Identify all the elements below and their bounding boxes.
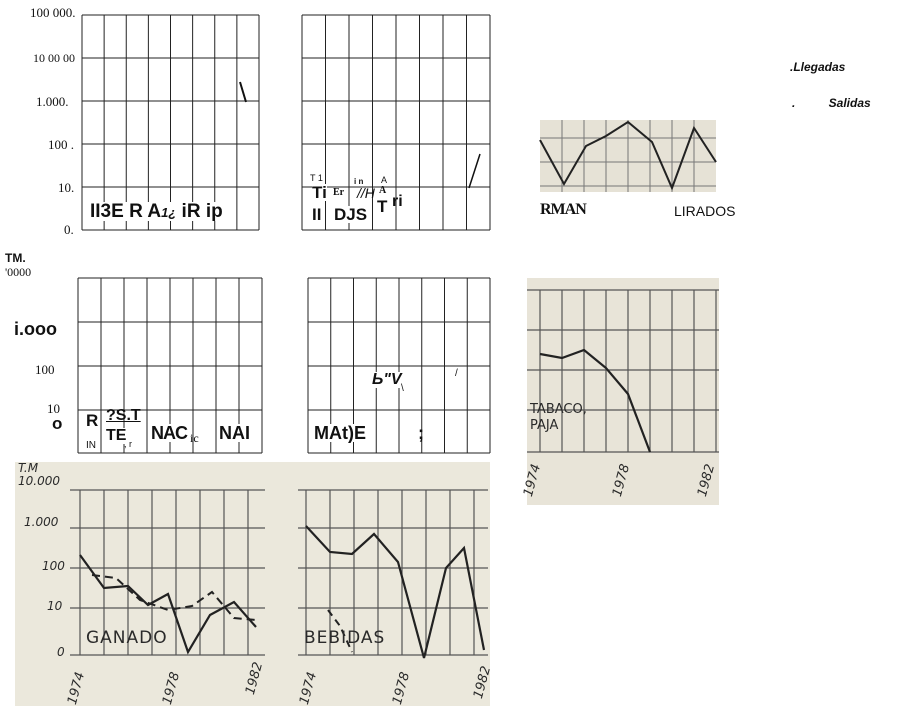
y-label: 1.000.	[36, 94, 69, 109]
photo-line	[539, 348, 652, 453]
y-label: 1.000	[24, 515, 59, 529]
caption: NAC	[151, 423, 188, 443]
caption: NAI	[219, 423, 250, 443]
y-label: 0	[57, 645, 65, 659]
y-label: TM.	[5, 251, 26, 265]
y-label: o	[52, 414, 63, 433]
caption-part: II3E R A	[90, 201, 162, 222]
y-label: 100	[35, 362, 55, 377]
y-label: 100	[42, 559, 65, 573]
caption: i n	[354, 177, 364, 186]
caption: ;	[418, 423, 424, 443]
y-label: 10	[47, 401, 60, 416]
caption: A	[381, 175, 388, 185]
photo-label: GANADO	[86, 628, 168, 648]
caption-part: 1¿	[161, 205, 177, 220]
y-label: 100 .	[48, 137, 74, 152]
caption: II	[312, 205, 322, 224]
photo	[15, 462, 490, 706]
y-label: 10	[47, 599, 63, 613]
caption: MAt)E	[314, 423, 366, 443]
photo-grid	[70, 489, 488, 656]
stroke	[468, 153, 481, 189]
caption: \	[401, 383, 404, 394]
caption: T 1	[310, 173, 323, 183]
caption-part: iR ip	[181, 201, 223, 222]
caption: T	[377, 197, 388, 216]
caption: DJS	[334, 205, 368, 224]
y-label: 100 000.	[30, 5, 76, 20]
caption: //H	[357, 185, 375, 201]
caption: , r	[124, 439, 132, 449]
caption: Ь"V	[372, 371, 402, 388]
photo-line	[79, 554, 257, 655]
photo-line	[91, 574, 257, 621]
legend-item: . Salidas	[792, 96, 871, 110]
grid-panels	[77, 14, 491, 454]
y-label: 10 00 00	[33, 51, 75, 65]
y-label: 0.	[64, 222, 74, 237]
y-label: 10.	[58, 180, 75, 195]
photo-line	[327, 609, 353, 653]
photo-caption: LIRADOS	[674, 203, 736, 219]
photo	[527, 278, 719, 505]
photo-caption: RMAN	[540, 201, 587, 218]
photo-grid	[527, 289, 719, 453]
photo-label: TABACO,	[530, 402, 587, 417]
caption: A	[379, 185, 387, 196]
y-label: i.ooo	[14, 319, 57, 339]
y-label: 10.000	[18, 474, 60, 488]
photo-line	[305, 525, 486, 659]
caption: ?S.T	[106, 407, 141, 424]
legend-item: .Llegadas	[790, 60, 846, 74]
y-label: '0000	[5, 265, 32, 279]
caption: R	[86, 411, 99, 430]
photo-label: PAJA	[530, 418, 559, 433]
caption: Ti	[312, 183, 327, 202]
caption: IN	[86, 440, 96, 451]
stroke	[239, 81, 247, 103]
caption: /	[455, 368, 458, 379]
caption: ri	[392, 193, 403, 210]
caption: TE	[106, 427, 127, 444]
y-label: T.M	[18, 461, 39, 475]
caption: Er	[333, 187, 345, 198]
photo-label: BEBIDAS	[304, 628, 386, 648]
caption: II3E R A1¿ iR ip	[90, 202, 223, 221]
photo-line	[539, 120, 717, 191]
caption: ic	[190, 431, 199, 445]
